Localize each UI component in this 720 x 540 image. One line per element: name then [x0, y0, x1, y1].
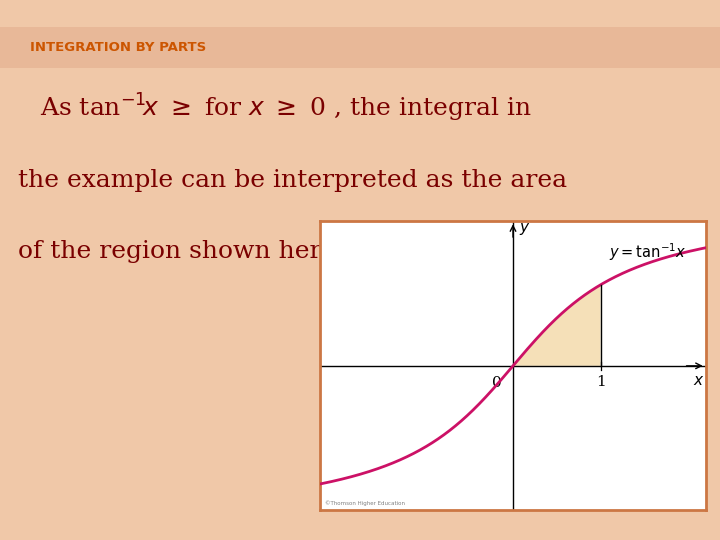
Text: the example can be interpreted as the area: the example can be interpreted as the ar… — [18, 170, 567, 192]
Polygon shape — [513, 285, 600, 366]
Text: As tan$^{-1}$$\!\it{x}$ $\geq$ for $\it{x}$ $\geq$ 0 , the integral in: As tan$^{-1}$$\!\it{x}$ $\geq$ for $\it{… — [40, 92, 531, 124]
Text: 0: 0 — [492, 376, 502, 390]
Text: $y$: $y$ — [519, 221, 531, 237]
Text: INTEGRATION BY PARTS: INTEGRATION BY PARTS — [30, 41, 207, 54]
Text: ©Thomson Higher Education: ©Thomson Higher Education — [325, 501, 405, 506]
Bar — [0, 27, 720, 68]
Text: $y = \tan^{-1}\!x$: $y = \tan^{-1}\!x$ — [609, 241, 687, 263]
Text: of the region shown here.: of the region shown here. — [18, 240, 344, 262]
Text: $x$: $x$ — [693, 373, 704, 388]
Text: 1: 1 — [595, 375, 606, 389]
